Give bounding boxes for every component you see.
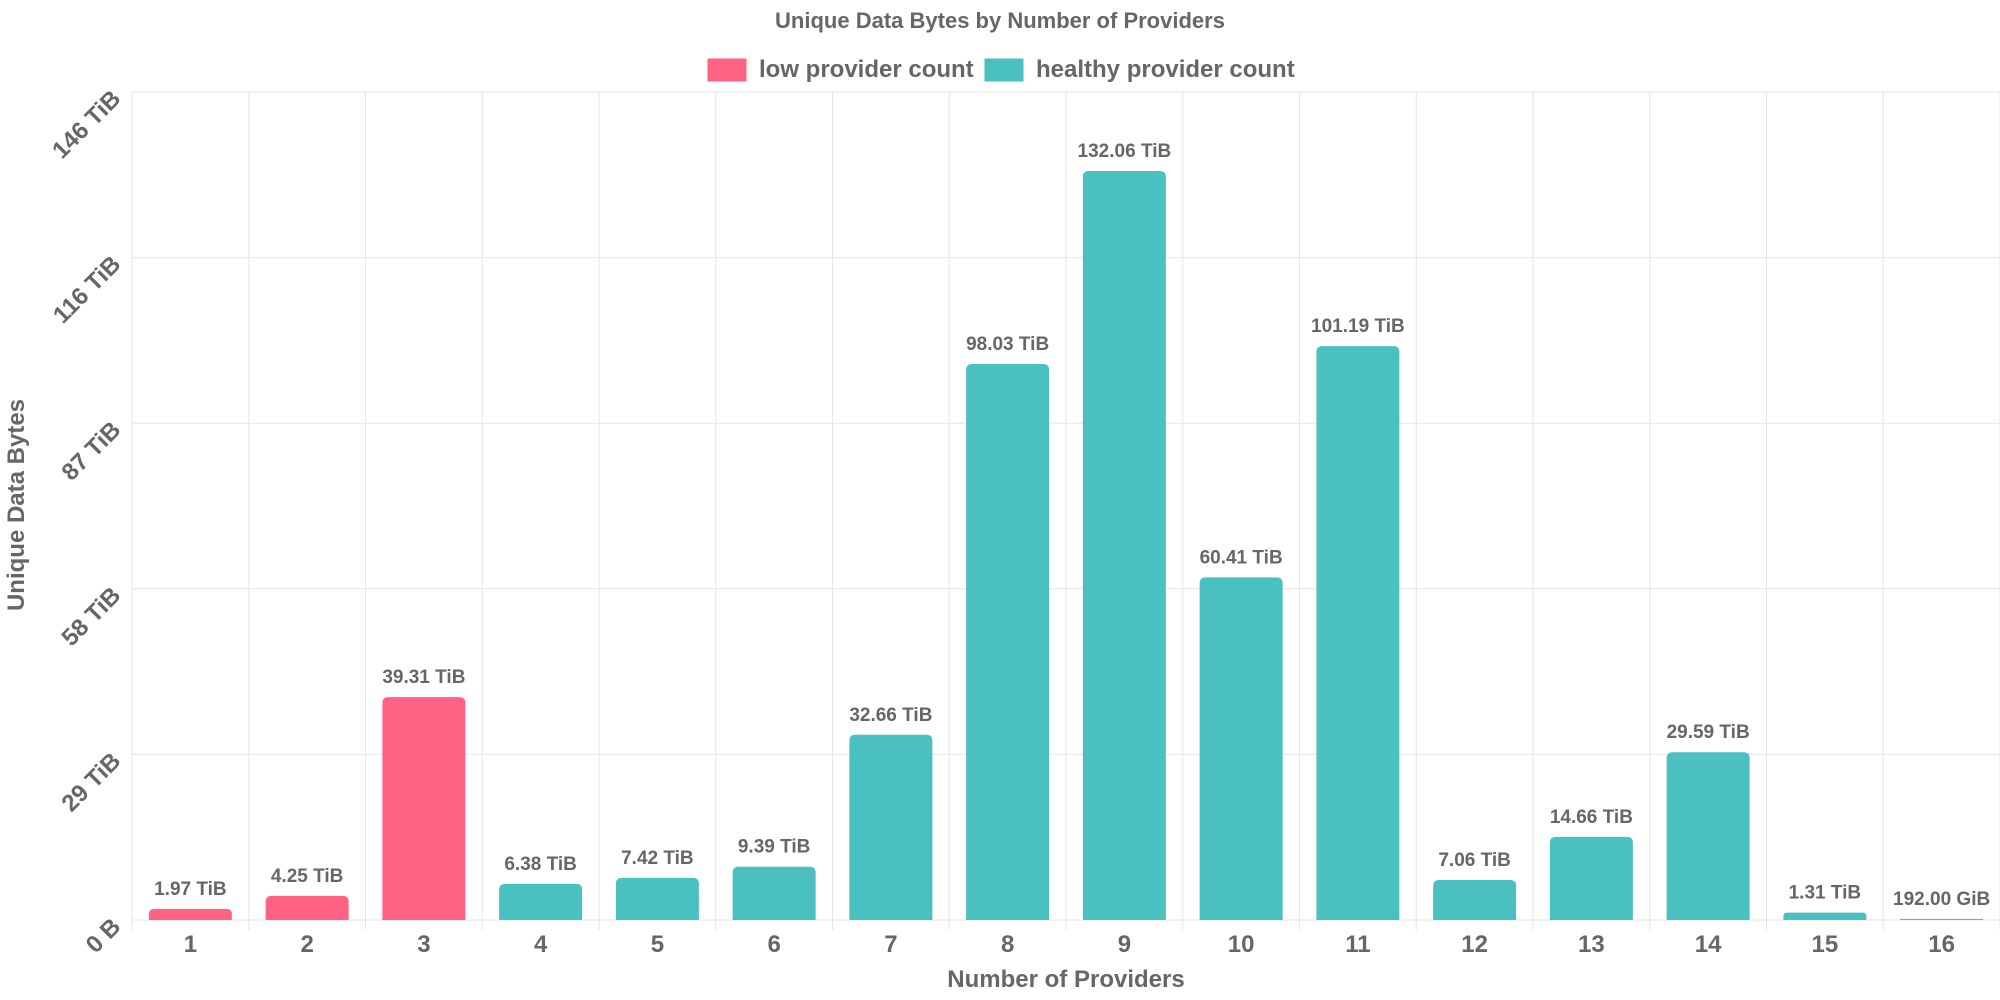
y-tick-label-87-tib: 87 TiB [57, 416, 127, 486]
x-tick-label-6: 6 [767, 931, 780, 958]
x-tick-label-9: 9 [1118, 931, 1131, 958]
data-label-13: 14.66 TiB [1550, 807, 1633, 828]
bar-3[interactable] [382, 697, 466, 920]
y-tick-label-146-tib: 146 TiB [47, 85, 126, 164]
legend-item-low-provider-count[interactable]: low provider count [706, 56, 974, 83]
x-tick-label-14: 14 [1695, 931, 1722, 958]
bar-5[interactable] [615, 877, 699, 920]
bar-8[interactable] [966, 364, 1050, 920]
data-label-3: 39.31 TiB [382, 667, 465, 688]
x-tick-label-1: 1 [184, 931, 197, 958]
legend-item-healthy-provider-count[interactable]: healthy provider count [983, 56, 1295, 83]
x-tick-label-4: 4 [534, 931, 548, 958]
y-tick-label-29-tib: 29 TiB [57, 748, 127, 818]
bar-11[interactable] [1316, 346, 1400, 921]
bar-10[interactable] [1199, 577, 1283, 920]
bar-7[interactable] [849, 734, 933, 920]
y-tick-label-58-tib: 58 TiB [57, 582, 127, 652]
x-tick-label-16: 16 [1928, 931, 1955, 958]
data-label-15: 1.31 TiB [1789, 883, 1862, 904]
legend: low provider count healthy provider coun… [706, 56, 1295, 83]
x-tick-label-11: 11 [1345, 931, 1370, 958]
x-tick-label-3: 3 [417, 931, 430, 958]
x-axis-ticks: 1 2 3 4 5 6 7 8 9 10 11 12 13 14 15 16 [184, 931, 1955, 958]
y-axis-title: Unique Data Bytes [3, 399, 30, 611]
x-tick-label-13: 13 [1578, 931, 1605, 958]
data-label-8: 98.03 TiB [966, 334, 1049, 355]
bar-13[interactable] [1549, 836, 1633, 920]
bar-15[interactable] [1783, 912, 1867, 920]
x-tick-label-5: 5 [651, 931, 664, 958]
chart-title: Unique Data Bytes by Number of Providers [775, 8, 1225, 33]
x-tick-label-10: 10 [1228, 931, 1255, 958]
x-tick-label-12: 12 [1461, 931, 1488, 958]
y-axis-ticks: 0 B 29 TiB 58 TiB 87 TiB 116 TiB 146 TiB [47, 85, 126, 959]
data-label-7: 32.66 TiB [849, 705, 932, 726]
data-label-16: 192.00 GiB [1893, 889, 1990, 910]
data-label-2: 4.25 TiB [271, 866, 344, 887]
legend-label-healthy-provider-count: healthy provider count [1036, 56, 1295, 83]
x-tick-label-2: 2 [300, 931, 313, 958]
grid [131, 91, 2000, 930]
bars [148, 171, 1984, 921]
bar-12[interactable] [1433, 879, 1517, 920]
x-tick-label-15: 15 [1812, 931, 1839, 958]
bar-1[interactable] [148, 908, 232, 920]
data-label-9: 132.06 TiB [1078, 141, 1172, 162]
x-axis-title: Number of Providers [947, 966, 1184, 993]
y-tick-label-116-tib: 116 TiB [48, 251, 126, 329]
legend-swatch-low-provider-count [706, 57, 748, 83]
bar-16[interactable] [1900, 918, 1984, 920]
data-label-4: 6.38 TiB [504, 854, 577, 875]
data-label-6: 9.39 TiB [738, 837, 811, 858]
data-label-12: 7.06 TiB [1438, 850, 1511, 871]
data-label-14: 29.59 TiB [1667, 722, 1750, 743]
data-label-5: 7.42 TiB [621, 848, 694, 869]
data-label-11: 101.19 TiB [1311, 316, 1405, 337]
data-labels: 1.97 TiB 4.25 TiB 39.31 TiB 6.38 TiB 7.42 Ti… [154, 141, 1990, 910]
x-tick-label-8: 8 [1001, 931, 1014, 958]
y-tick-label-0-b: 0 B [81, 913, 127, 959]
bar-9[interactable] [1082, 171, 1166, 920]
bar-4[interactable] [499, 883, 583, 920]
legend-label-low-provider-count: low provider count [759, 56, 974, 83]
legend-swatch-healthy-provider-count [983, 57, 1025, 83]
x-tick-label-7: 7 [884, 931, 897, 958]
bar-6[interactable] [732, 866, 816, 920]
bar-14[interactable] [1666, 752, 1750, 920]
bar-2[interactable] [265, 895, 349, 920]
data-label-10: 60.41 TiB [1200, 547, 1283, 568]
data-label-1: 1.97 TiB [154, 879, 227, 900]
